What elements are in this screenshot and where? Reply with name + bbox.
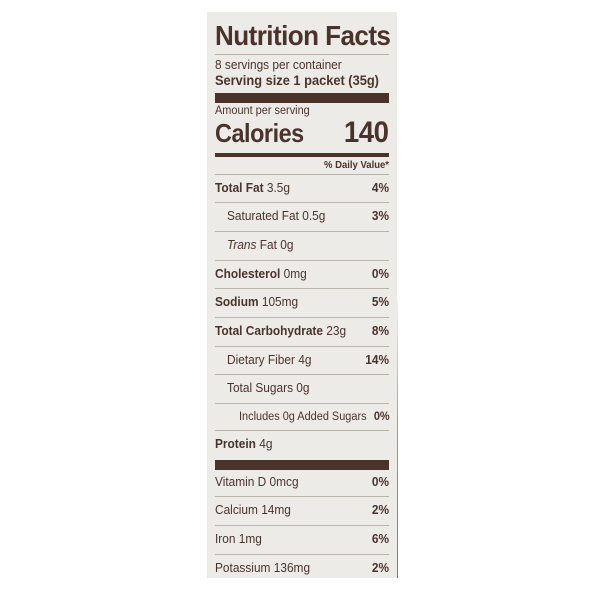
nutrient-name-amount: Dietary Fiber 4g [227, 352, 312, 367]
micronutrient-name-amount: Potassium 136mg [215, 560, 311, 575]
nutrient-name-amount: Trans Fat 0g [227, 238, 294, 252]
nutrient-daily-value: 4% [371, 180, 389, 195]
row-divider [215, 374, 389, 376]
micronutrient-row-iron: Iron 1mg 6% [215, 529, 389, 551]
nutrient-name-amount: Total Carbohydrate 23g [215, 323, 347, 338]
calories-label: Calories [215, 117, 304, 148]
row-divider [215, 402, 389, 404]
nutrient-name-amount: Total Fat 3.5g [215, 180, 291, 195]
nutrient-row-sodium: Sodium 105mg 5% [215, 292, 389, 314]
amount-per-serving-label: Amount per serving [215, 105, 310, 118]
row-divider [215, 173, 389, 175]
micronutrient-row-potassium: Potassium 136mg 2% [215, 558, 389, 578]
calories-row: Calories 140 [215, 116, 389, 150]
nutrient-row-includes-0g-added-sugars: Includes 0g Added Sugars 0% [215, 407, 390, 427]
panel-title: Nutrition Facts [215, 20, 391, 51]
nutrient-row-total-carbohydrate: Total Carbohydrate 23g 8% [215, 321, 389, 343]
nutrient-row-dietary-fiber: Dietary Fiber 4g 14% [215, 350, 389, 372]
nutrient-name-amount: Saturated Fat 0.5g [227, 209, 326, 224]
micronutrient-daily-value: 2% [371, 560, 389, 575]
row-divider [215, 496, 389, 498]
title-divider [215, 53, 389, 55]
row-divider [215, 553, 389, 555]
row-divider [215, 288, 389, 290]
nutrient-row-protein: Protein 4g [215, 434, 389, 456]
row-divider [215, 430, 389, 432]
nutrient-row-total-sugars: Total Sugars 0g [215, 378, 389, 400]
micronutrient-name-amount: Calcium 14mg [215, 503, 291, 518]
servings-per-container: 8 servings per container [215, 57, 342, 72]
row-divider [215, 259, 389, 261]
nutrient-row-total-fat: Total Fat 3.5g 4% [215, 178, 389, 200]
micronutrient-name-amount: Vitamin D 0mcg [215, 474, 299, 489]
nutrient-daily-value: 0% [371, 266, 389, 281]
row-divider [215, 345, 389, 347]
calories-bottom-bar [215, 152, 389, 157]
micronutrient-rows: Vitamin D 0mcg 0% Calcium 14mg 2% Iron 1mg 6%… [215, 472, 389, 578]
nutrient-rows: Total Fat 3.5g 4% Saturated Fat 0.5g 3% Tran… [215, 173, 390, 456]
micronutrient-row-vitamin-d: Vitamin D 0mcg 0% [215, 472, 389, 494]
row-divider [215, 316, 389, 318]
serving-size: Serving size 1 packet (35g) [215, 72, 379, 88]
micronutrient-name-amount: Iron 1mg [215, 532, 262, 546]
nutrient-row-saturated-fat: Saturated Fat 0.5g 3% [215, 206, 389, 228]
micronutrient-row-calcium: Calcium 14mg 2% [215, 500, 389, 522]
daily-value-header: % Daily Value* [324, 159, 389, 171]
nutrient-name-amount: Includes 0g Added Sugars [239, 410, 367, 423]
calories-top-bar [215, 93, 389, 104]
nutrient-daily-value: 0% [374, 410, 390, 423]
nutrient-daily-value: 8% [371, 323, 389, 338]
row-divider [215, 231, 389, 232]
nutrient-row-cholesterol: Cholesterol 0mg 0% [215, 264, 389, 286]
micronutrient-daily-value: 6% [371, 532, 389, 546]
nutrient-name-amount: Cholesterol 0mg [215, 266, 307, 281]
nutrient-daily-value: 14% [365, 352, 389, 367]
micronutrient-daily-value: 0% [371, 474, 389, 489]
nutrient-daily-value: 5% [371, 295, 389, 310]
nutrient-row-trans-fat: Trans Fat 0g [215, 235, 389, 257]
nutrition-facts-panel: Nutrition Facts 8 servings per container… [207, 12, 397, 578]
row-divider [215, 202, 389, 204]
micronutrient-top-bar [215, 459, 389, 470]
nutrient-name-amount: Protein 4g [215, 437, 273, 452]
micronutrient-daily-value: 2% [371, 503, 389, 518]
nutrient-daily-value: 3% [371, 209, 389, 224]
calories-value: 140 [344, 115, 389, 149]
nutrient-name-amount: Total Sugars 0g [227, 381, 310, 396]
nutrient-name-amount: Sodium 105mg [215, 295, 299, 310]
row-divider [215, 525, 389, 526]
